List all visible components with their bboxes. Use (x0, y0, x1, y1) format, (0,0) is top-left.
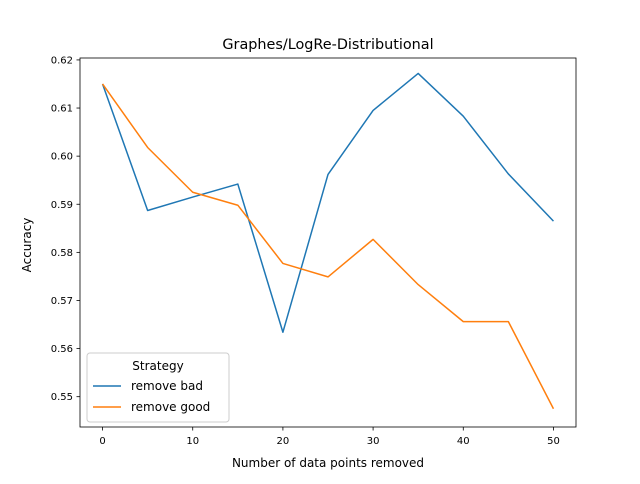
series-line-remove-bad (101, 72, 554, 333)
y-tick-label: 0.56 (51, 344, 73, 355)
y-tick-label: 0.60 (51, 152, 73, 163)
y-tick-label: 0.55 (51, 392, 73, 403)
x-axis-label: Number of data points removed (232, 456, 424, 470)
legend: Strategy remove bad remove good (86, 352, 230, 423)
x-tick-label: 20 (277, 436, 290, 447)
x-tick-label: 0 (99, 436, 105, 447)
legend-frame (86, 352, 230, 423)
legend-title: Strategy (132, 359, 183, 373)
y-tick-label: 0.57 (51, 296, 73, 307)
x-tick-label: 10 (186, 436, 199, 447)
y-tick-label: 0.59 (51, 200, 73, 211)
legend-label-remove-good: remove good (131, 400, 210, 414)
y-tick-label: 0.62 (51, 55, 73, 66)
x-tick-label: 50 (547, 436, 560, 447)
chart-title: Graphes/LogRe-Distributional (222, 37, 433, 53)
y-tick-label: 0.61 (51, 104, 73, 115)
y-tick-label: 0.58 (51, 248, 73, 259)
legend-label-remove-bad: remove bad (131, 379, 203, 393)
series-line-remove-good (101, 83, 555, 410)
axes-layer: 0 10 20 30 40 50 0.55 0.56 0.57 0.58 0.59 0.60 0.61 0… (51, 55, 577, 447)
y-axis-label: Accuracy (20, 218, 34, 273)
series-layer (101, 72, 555, 410)
plot-area-frame (79, 57, 577, 428)
x-tick-label: 30 (367, 436, 380, 447)
x-tick-label: 40 (457, 436, 470, 447)
